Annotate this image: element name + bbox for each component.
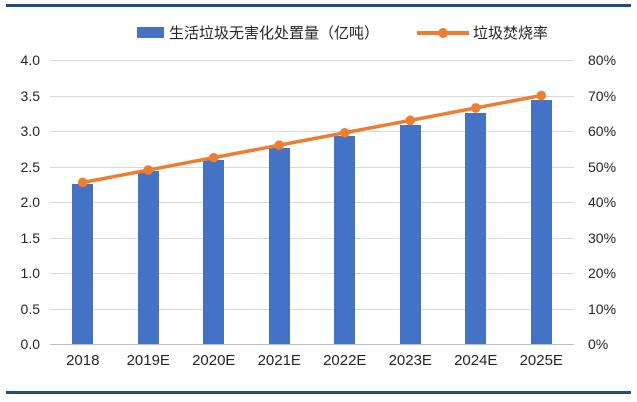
x-axis-tick-label: 2020E	[192, 352, 236, 369]
bar-swatch-icon	[136, 27, 164, 38]
left-axis-tick-label: 3.0	[20, 123, 40, 139]
legend: 生活垃圾无害化处置量（亿吨） 垃圾焚烧率	[24, 22, 637, 43]
x-axis-tick-label: 2023E	[388, 352, 432, 369]
bar-2020E	[203, 160, 225, 344]
right-axis-tick-label: 10%	[588, 300, 617, 317]
x-axis-tick-label: 2024E	[454, 352, 498, 369]
gridline	[50, 202, 574, 203]
top-border	[6, 4, 631, 7]
incineration-rate-line	[77, 90, 547, 188]
left-axis-tick-label: 0.5	[20, 300, 40, 317]
x-axis-tick-label: 2025E	[519, 352, 563, 369]
bar-2024E	[465, 112, 487, 344]
bar-2019E	[137, 171, 159, 344]
left-axis-tick-label: 3.5	[20, 87, 40, 104]
gridline	[50, 237, 574, 239]
gridline	[50, 308, 574, 310]
line-point-marker	[77, 177, 88, 188]
legend-incineration-rate-label: 垃圾焚烧率	[473, 25, 549, 42]
x-axis-tick-label: 2022E	[323, 352, 367, 369]
line-point-marker	[208, 152, 219, 163]
right-axis-tick-label: 40%	[588, 194, 617, 210]
line-point-marker	[536, 90, 547, 101]
left-axis-tick-label: 4.0	[20, 52, 40, 68]
gridline	[50, 273, 574, 274]
plot-area: 4.0 80% 3.5 70% 3.0 60% 2.5 50% 2.0 40% 1.5 30% 1.0 2…	[21, 52, 617, 369]
gridline	[50, 95, 574, 97]
line-point-marker	[470, 103, 481, 113]
left-axis-tick-label: 2.0	[20, 194, 40, 210]
line-segment	[82, 93, 542, 185]
right-axis-tick-label: 0%	[588, 336, 609, 352]
left-axis-tick-label: 2.5	[20, 158, 40, 175]
gridline	[50, 166, 574, 168]
right-axis-tick-label: 80%	[588, 52, 617, 68]
bar-2021E	[268, 148, 290, 344]
line-point-marker	[339, 127, 350, 138]
line-point-marker	[405, 115, 416, 126]
left-axis-tick-label: 1.0	[20, 265, 40, 281]
bar-2025E	[530, 100, 552, 344]
gridline	[50, 60, 574, 61]
x-axis-line	[50, 344, 574, 345]
x-axis-tick-label: 2018	[66, 352, 100, 369]
left-axis-tick-label: 0.0	[20, 336, 40, 352]
x-axis-tick-label: 2021E	[257, 352, 301, 369]
line-marker-icon	[438, 27, 448, 38]
right-axis-tick-label: 70%	[588, 87, 617, 104]
line-swatch-icon	[417, 27, 469, 38]
legend-disposal-volume-label: 生活垃圾无害化处置量（亿吨）	[168, 25, 379, 42]
line-point-marker	[143, 165, 154, 175]
line-point-marker	[274, 140, 285, 150]
bottom-border	[6, 391, 631, 394]
legend-item-incineration-rate: 垃圾焚烧率	[417, 22, 548, 43]
bar-2023E	[399, 124, 421, 344]
bar-2022E	[334, 135, 356, 344]
left-axis-tick-label: 1.5	[20, 229, 40, 246]
right-axis-tick-label: 20%	[588, 265, 617, 281]
right-axis-tick-label: 60%	[588, 123, 617, 139]
right-axis-tick-label: 50%	[588, 158, 617, 175]
x-axis-tick-label: 2019E	[126, 352, 170, 369]
legend-item-disposal-volume: 生活垃圾无害化处置量（亿吨）	[136, 22, 379, 43]
bar-2018	[72, 183, 94, 344]
right-axis-tick-label: 30%	[588, 229, 617, 246]
gridline	[50, 131, 574, 132]
